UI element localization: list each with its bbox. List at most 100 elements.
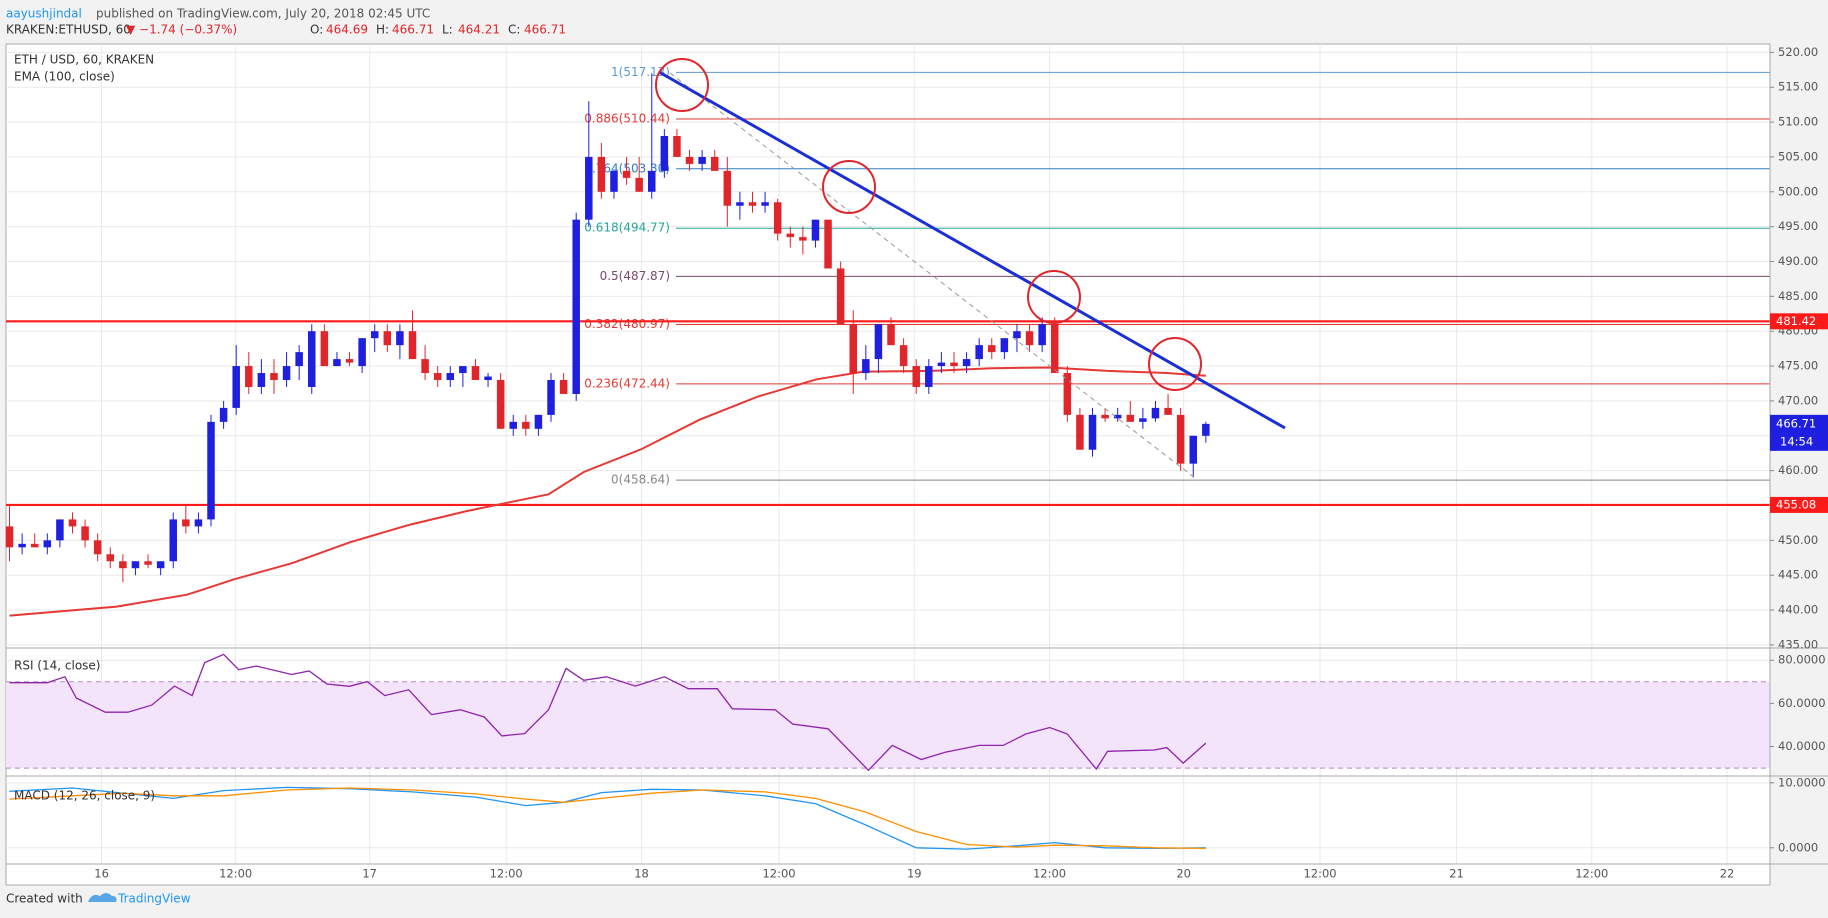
symbol: KRAKEN:ETHUSD, 60 <box>6 23 131 37</box>
x-tick-label: 12:00 <box>762 867 795 881</box>
ohlc-key: O: <box>310 23 323 37</box>
x-tick-label: 18 <box>634 867 649 881</box>
candle-body <box>749 202 757 205</box>
y-tick-label: 0.0000 <box>1778 840 1818 854</box>
candle-body <box>787 234 795 237</box>
ohlc-key: C: <box>508 23 520 37</box>
macd-legend: MACD (12, 26, close, 9) <box>14 789 155 803</box>
candle-body <box>1076 415 1084 450</box>
candle-body <box>308 331 316 387</box>
fib-label: 0.618(494.77) <box>584 221 670 235</box>
fib-label: 0.5(487.87) <box>600 269 670 283</box>
y-tick-label: 485.00 <box>1778 289 1818 303</box>
candle-body <box>1164 408 1172 415</box>
candle-body <box>963 359 971 366</box>
x-tick-label: 12:00 <box>490 867 523 881</box>
candle-body <box>912 366 920 387</box>
candle-body <box>497 380 505 429</box>
candle-body <box>698 157 706 164</box>
y-tick-label: 10.0000 <box>1778 775 1826 789</box>
candle-body <box>1189 436 1197 464</box>
x-tick-label: 12:00 <box>1033 867 1066 881</box>
candle-body <box>207 422 215 520</box>
candle-body <box>220 408 228 422</box>
candle-body <box>900 345 908 366</box>
candle-body <box>849 324 857 373</box>
band-layer <box>6 682 1770 768</box>
candle-body <box>572 220 580 394</box>
rsi-band <box>6 682 1770 768</box>
ohlc-value: 466.71 <box>524 23 566 37</box>
candle-body <box>459 366 467 373</box>
candle-body <box>724 171 732 206</box>
y-tick-label: 460.00 <box>1778 463 1818 477</box>
candle-body <box>686 157 694 164</box>
ohlc-value: 464.21 <box>458 23 500 37</box>
candle-body <box>938 363 946 366</box>
candle-body <box>535 415 543 429</box>
last-price-label: 466.71 <box>1776 416 1816 430</box>
footer-brand[interactable]: TradingView <box>117 892 191 906</box>
candle-body <box>887 324 895 345</box>
candle-body <box>1013 331 1021 338</box>
price-legend: ETH / USD, 60, KRAKEN <box>14 53 154 67</box>
candle-body <box>1152 408 1160 418</box>
candle-body <box>799 237 807 240</box>
y-tick-label: 440.00 <box>1778 603 1818 617</box>
level-tag-label: 481.42 <box>1776 314 1816 328</box>
candle-body <box>484 377 492 380</box>
fib-label: 0.886(510.44) <box>584 112 670 126</box>
candle-body <box>547 380 555 415</box>
ema-legend: EMA (100, close) <box>14 70 115 84</box>
candle-body <box>245 366 253 387</box>
candle-body <box>1089 415 1097 450</box>
y-tick-label: 470.00 <box>1778 393 1818 407</box>
candle-body <box>1064 373 1072 415</box>
rsi-legend: RSI (14, close) <box>14 659 100 673</box>
x-tick-label: 19 <box>907 867 922 881</box>
candle-body <box>673 136 681 157</box>
y-tick-label: 445.00 <box>1778 568 1818 582</box>
x-tick-label: 22 <box>1720 867 1735 881</box>
candle-body <box>31 544 39 547</box>
candle-body <box>509 422 517 429</box>
y-tick-label: 60.0000 <box>1778 696 1826 710</box>
candle-body <box>270 373 278 380</box>
change: ▼ −1.74 (−0.37%) <box>126 23 237 37</box>
candle-body <box>295 352 303 366</box>
candle-body <box>107 554 115 561</box>
candle-body <box>119 561 127 568</box>
y-tick-label: 450.00 <box>1778 533 1818 547</box>
candle-body <box>1177 415 1185 464</box>
x-tick-label: 21 <box>1449 867 1464 881</box>
candle-body <box>623 171 631 178</box>
candle-body <box>384 331 392 345</box>
countdown-label: 14:54 <box>1780 434 1813 448</box>
candle-body <box>837 268 845 324</box>
tv-logo <box>88 893 117 902</box>
candle-body <box>1202 424 1210 436</box>
footer-created: Created with <box>6 892 83 906</box>
candle-body <box>358 338 366 366</box>
candle-body <box>447 373 455 380</box>
candle-body <box>396 331 404 345</box>
level-tag-label: 455.08 <box>1776 497 1816 511</box>
candle-body <box>761 202 769 205</box>
x-tick-label: 17 <box>362 867 377 881</box>
candle-body <box>69 519 77 526</box>
candle-body <box>661 136 669 171</box>
y-tick-label: 500.00 <box>1778 184 1818 198</box>
candle-body <box>44 540 52 547</box>
candle-body <box>1038 324 1046 345</box>
candle-body <box>774 202 782 233</box>
candle-body <box>975 345 983 359</box>
author[interactable]: aayushjindal <box>6 7 82 21</box>
candle-body <box>56 519 64 540</box>
candle-body <box>610 171 618 192</box>
screenshot: aayushjindal published on TradingView.co… <box>0 0 1828 918</box>
candle-body <box>711 157 719 171</box>
ohlc-value: 464.69 <box>326 23 368 37</box>
candle-body <box>1051 324 1059 373</box>
x-tick-label: 20 <box>1176 867 1191 881</box>
ohlc-key: L: <box>442 23 453 37</box>
